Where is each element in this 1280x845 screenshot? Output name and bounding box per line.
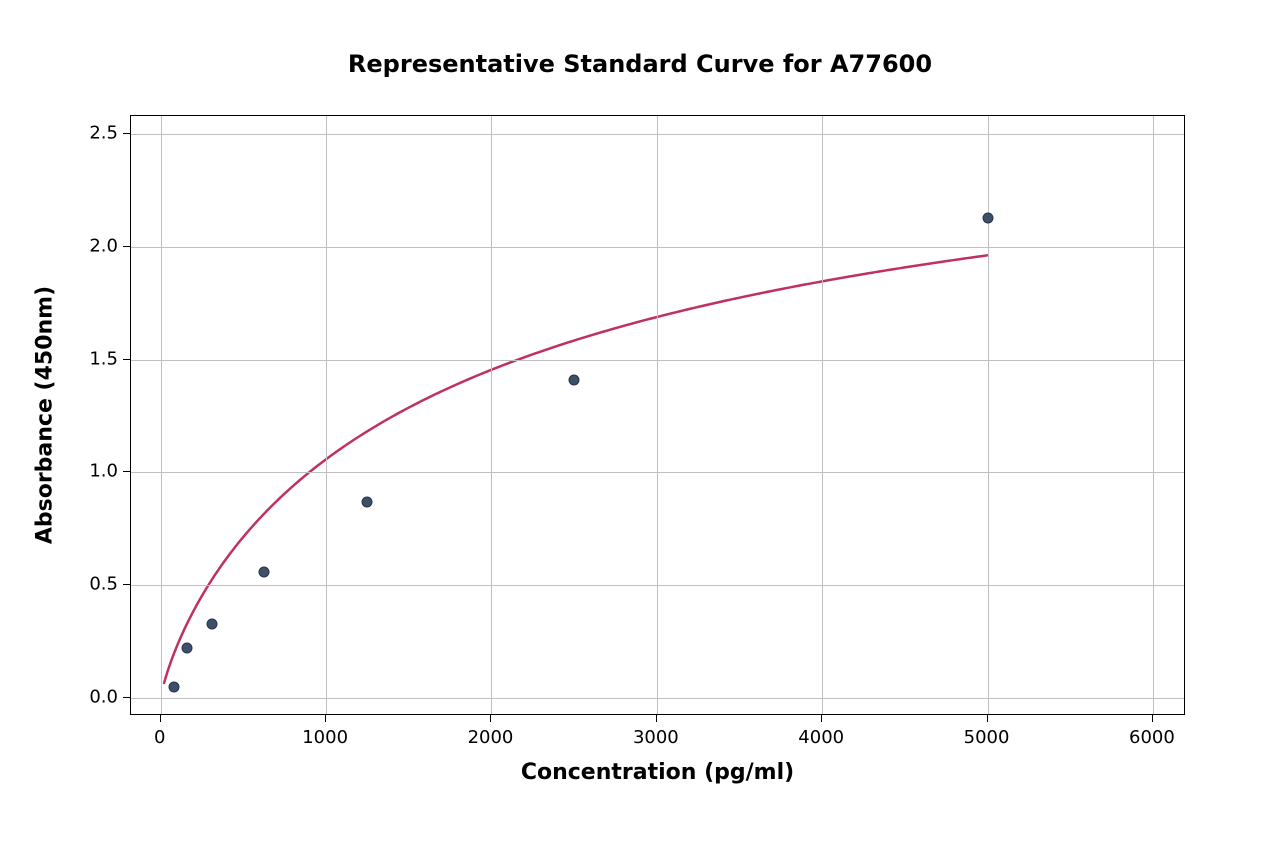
y-tick	[123, 584, 130, 585]
grid-line-vertical	[657, 116, 658, 714]
y-tick	[123, 697, 130, 698]
y-tick	[123, 133, 130, 134]
x-tick-label: 0	[154, 727, 165, 748]
x-tick	[160, 715, 161, 722]
y-tick	[123, 246, 130, 247]
fitted-curve	[131, 116, 1186, 716]
x-tick	[987, 715, 988, 722]
x-tick	[656, 715, 657, 722]
grid-line-vertical	[822, 116, 823, 714]
grid-line-vertical	[161, 116, 162, 714]
grid-line-vertical	[988, 116, 989, 714]
grid-line-horizontal	[131, 247, 1184, 248]
y-tick-label: 1.0	[89, 461, 118, 482]
chart-title: Representative Standard Curve for A77600	[0, 50, 1280, 78]
y-tick-label: 2.5	[89, 123, 118, 144]
chart-container: Representative Standard Curve for A77600…	[0, 0, 1280, 845]
y-axis-label: Absorbance (450nm)	[33, 286, 58, 544]
x-tick	[821, 715, 822, 722]
y-tick	[123, 471, 130, 472]
grid-line-horizontal	[131, 585, 1184, 586]
data-point	[181, 643, 192, 654]
x-tick	[490, 715, 491, 722]
x-tick-label: 2000	[468, 727, 514, 748]
y-tick-label: 2.0	[89, 235, 118, 256]
x-tick	[325, 715, 326, 722]
x-tick	[1152, 715, 1153, 722]
y-tick-label: 0.0	[89, 686, 118, 707]
grid-line-vertical	[491, 116, 492, 714]
x-tick-label: 1000	[302, 727, 348, 748]
x-tick-label: 4000	[798, 727, 844, 748]
grid-line-vertical	[326, 116, 327, 714]
grid-line-horizontal	[131, 360, 1184, 361]
x-tick-label: 5000	[964, 727, 1010, 748]
x-tick-label: 3000	[633, 727, 679, 748]
data-point	[207, 618, 218, 629]
data-point	[168, 681, 179, 692]
grid-line-horizontal	[131, 698, 1184, 699]
plot-area	[130, 115, 1185, 715]
data-point	[259, 566, 270, 577]
grid-line-horizontal	[131, 472, 1184, 473]
data-point	[982, 212, 993, 223]
grid-line-horizontal	[131, 134, 1184, 135]
y-tick	[123, 359, 130, 360]
y-tick-label: 0.5	[89, 574, 118, 595]
grid-line-vertical	[1153, 116, 1154, 714]
data-point	[362, 496, 373, 507]
x-tick-label: 6000	[1129, 727, 1175, 748]
y-tick-label: 1.5	[89, 348, 118, 369]
x-axis-label: Concentration (pg/ml)	[521, 760, 794, 785]
data-point	[569, 374, 580, 385]
